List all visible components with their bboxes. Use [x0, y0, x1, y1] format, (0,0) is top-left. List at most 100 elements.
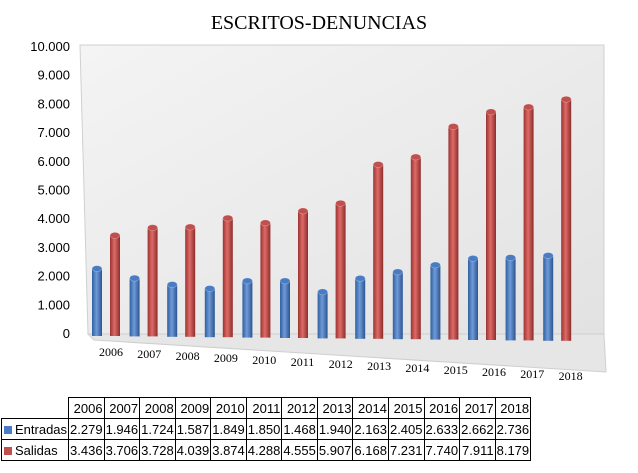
table-cell: 3.436 [68, 439, 105, 461]
table-header-cell: 2016 [423, 397, 461, 419]
table-header-cell: 2013 [316, 397, 354, 419]
table-header-cell: 2007 [103, 397, 141, 419]
table-cell: 3.706 [103, 439, 141, 461]
table-header-row: 2006 2007 2008 2009 2010 2011 2012 2013 2014 2015… [1, 397, 532, 419]
bar-entradas-2018 [542, 252, 554, 341]
x-tick-label: 2016 [482, 365, 506, 379]
table-cell: 4.555 [281, 439, 318, 461]
table-cell: 7.740 [423, 439, 461, 461]
bar-salidas-2018 [560, 95, 572, 341]
table-header-cell: 2008 [139, 397, 176, 419]
bar-salidas-2011 [297, 207, 309, 338]
y-tick-label: 9.000 [37, 68, 70, 83]
table-cell: 1.946 [103, 418, 141, 440]
table-header-cell: 2017 [459, 397, 496, 419]
table-cell: 1.940 [316, 418, 354, 440]
bar-entradas-2013 [354, 275, 366, 339]
bar-salidas-2017 [523, 103, 534, 341]
y-tick-label: 5.000 [37, 183, 70, 198]
table-cell: 1.468 [281, 418, 318, 440]
table-cell: 1.850 [245, 418, 283, 440]
x-tick-label: 2006 [99, 345, 123, 359]
legend-swatch [4, 447, 12, 456]
table-cell: 3.728 [139, 439, 176, 461]
table-cell: 1.724 [139, 418, 176, 440]
legend-entry: Salidas [0, 439, 70, 461]
bar-entradas-2014 [392, 268, 404, 340]
x-tick-label: 2007 [137, 347, 161, 361]
table-header-cell: 2015 [387, 397, 425, 419]
bar-salidas-2009 [222, 214, 234, 338]
table-cell: 2.736 [494, 418, 532, 440]
bar-salidas-2014 [410, 153, 422, 340]
table-cell: 3.874 [210, 439, 247, 461]
table-header-cell: 2014 [352, 397, 389, 419]
legend-swatch [4, 426, 12, 435]
bar-salidas-2007 [147, 224, 158, 337]
x-tick-label: 2009 [214, 351, 238, 365]
data-table: 2006 2007 2008 2009 2010 2011 2012 2013 2014 2015… [0, 397, 532, 461]
bar-entradas-2016 [467, 255, 479, 340]
table-header-cell: 2011 [245, 397, 283, 419]
y-tick-label: 3.000 [37, 240, 70, 255]
table-cell: 7.231 [387, 439, 425, 461]
bar-entradas-2011 [279, 277, 291, 338]
y-tick-label: 0 [63, 326, 70, 341]
x-tick-label: 2015 [444, 363, 468, 377]
table-header-cell: 2010 [210, 397, 247, 419]
x-tick-label: 2018 [559, 369, 583, 383]
table-cell: 2.405 [387, 418, 425, 440]
bar-entradas-2015 [430, 261, 441, 340]
x-tick-label: 2013 [367, 359, 391, 373]
bar-entradas-2010 [242, 277, 253, 338]
x-tick-label: 2012 [329, 357, 353, 371]
table-cell: 1.849 [210, 418, 247, 440]
table-cell: 6.168 [352, 439, 389, 461]
table-cell: 2.279 [68, 418, 105, 440]
bar-salidas-2015 [448, 123, 459, 340]
bar-salidas-2012 [335, 199, 346, 339]
table-header-cell: 2018 [494, 397, 532, 419]
legend-entry: Entradas [0, 418, 70, 440]
table-cell: 2.163 [352, 418, 389, 440]
chart-title: ESCRITOS-DENUNCIAS [210, 12, 428, 34]
y-tick-label: 1.000 [37, 297, 70, 312]
y-tick-label: 4.000 [37, 211, 70, 226]
legend-label: Entradas [15, 421, 68, 437]
bar-salidas-2016 [485, 108, 497, 340]
legend-label: Salidas [15, 442, 58, 458]
table-corner [1, 397, 70, 419]
x-tick-label: 2017 [520, 367, 544, 381]
table-row: Salidas 3.436 3.706 3.728 4.039 3.874 4.288 4.5… [0, 439, 532, 461]
table-row: Entradas 2.279 1.946 1.724 1.587 1.849 1.850 1.… [0, 418, 532, 440]
bar-entradas-2009 [204, 285, 216, 338]
table-cell: 2.633 [423, 418, 461, 440]
bar-entradas-2007 [129, 274, 140, 337]
x-tick-label: 2010 [252, 353, 276, 367]
table-cell: 2.662 [459, 418, 496, 440]
bar-entradas-2006 [91, 265, 103, 336]
x-tick-label: 2008 [176, 349, 200, 363]
table-cell: 4.288 [245, 439, 283, 461]
table-cell: 8.179 [494, 439, 532, 461]
bar-entradas-2017 [505, 254, 516, 341]
bar-salidas-2013 [372, 161, 384, 339]
bar-entradas-2012 [317, 288, 328, 339]
table-cell: 7.911 [459, 439, 496, 461]
table-header-cell: 2006 [68, 397, 105, 419]
y-tick-label: 7.000 [37, 125, 70, 140]
table-header-cell: 2012 [281, 397, 318, 419]
table-header-cell: 2009 [174, 397, 212, 419]
bar-chart: 0 1.000 2.000 3.000 4.000 5.000 6.000 7.000 8.00… [30, 39, 607, 383]
table-cell: 5.907 [316, 439, 354, 461]
y-tick-label: 2.000 [37, 269, 70, 284]
bar-salidas-2010 [260, 219, 271, 338]
x-tick-label: 2011 [291, 355, 315, 369]
bar-salidas-2006 [109, 232, 121, 336]
table-cell: 4.039 [174, 439, 212, 461]
y-tick-label: 8.000 [37, 96, 70, 111]
table-cell: 1.587 [174, 418, 212, 440]
y-tick-label: 6.000 [37, 154, 70, 169]
bar-salidas-2008 [184, 223, 196, 337]
bar-entradas-2008 [166, 281, 178, 337]
